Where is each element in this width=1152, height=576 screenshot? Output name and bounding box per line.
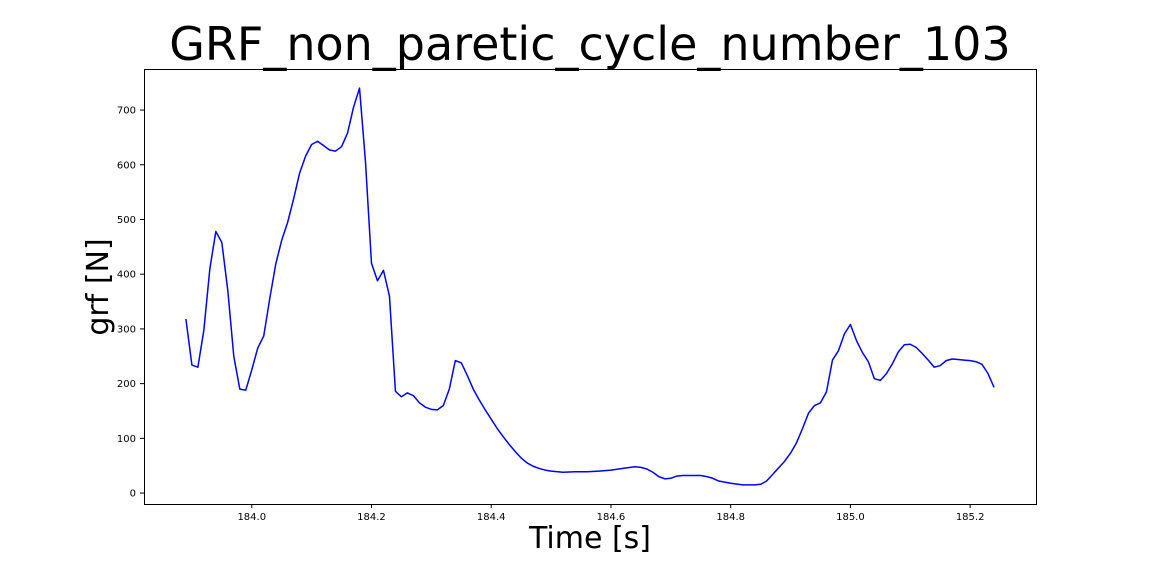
y-tick-label: 500 [117, 215, 136, 226]
x-tick-label: 184.0 [237, 512, 266, 523]
y-axis-label: grf [N] [81, 238, 116, 335]
plot-frame [144, 69, 1037, 505]
y-tick-label: 700 [117, 106, 136, 117]
x-tick-label: 185.0 [836, 512, 865, 523]
x-tick-label: 184.8 [716, 512, 745, 523]
series-line [185, 87, 995, 486]
x-axis-label: Time [s] [528, 521, 651, 556]
chart-title: GRF_non_paretic_cycle_number_103 [169, 17, 1010, 71]
y-axis: 0 100 200 300 400 500 600 700 [117, 106, 144, 500]
y-tick-label: 100 [117, 434, 136, 445]
y-tick-label: 400 [117, 270, 136, 281]
x-tick-label: 184.4 [477, 512, 506, 523]
y-tick-label: 600 [117, 160, 136, 171]
y-tick-label: 200 [117, 379, 136, 390]
x-tick-label: 184.6 [597, 512, 626, 523]
x-tick-label: 185.2 [956, 512, 985, 523]
y-tick-label: 300 [117, 324, 136, 335]
series-group [185, 87, 995, 486]
x-axis: 184.0 184.2 184.4 184.6 184.8 185.0 185.2 [237, 504, 984, 523]
y-tick-label: 0 [130, 489, 136, 500]
plot-area: 184.0 184.2 184.4 184.6 184.8 185.0 185.2 0 100… [117, 69, 1037, 523]
x-tick-label: 184.2 [357, 512, 386, 523]
